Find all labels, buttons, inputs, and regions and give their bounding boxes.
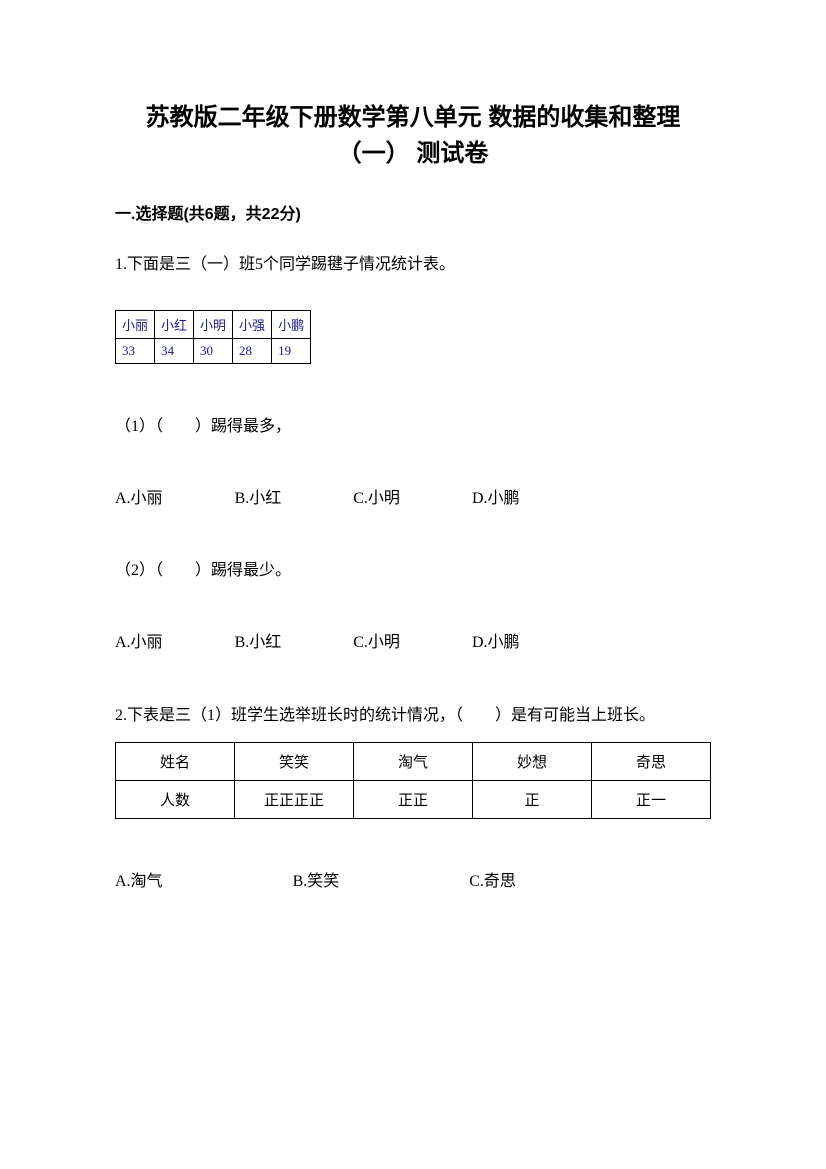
- q1-sub2-options: A.小丽 B.小红 C.小明 D.小鹏: [115, 628, 711, 652]
- q1-td-2: 30: [194, 338, 233, 363]
- q2-table-row1: 姓名 笑笑 淘气 妙想 奇思: [116, 742, 711, 780]
- q1-sub2: （2）（ ）踢得最少。: [115, 556, 711, 580]
- q2-r2c4: 正一: [592, 780, 711, 818]
- q2-r1c2: 淘气: [354, 742, 473, 780]
- q1-sub1-option-b: B.小红: [235, 484, 282, 508]
- q1-sub2-option-b: B.小红: [235, 628, 282, 652]
- title-line-2: （一） 测试卷: [338, 140, 489, 167]
- q2-intro: 2.下表是三（1）班学生选举班长时的统计情况，（ ）是有可能当上班长。: [115, 700, 711, 732]
- q1-th-0: 小丽: [116, 310, 155, 338]
- q1-sub1-option-d: D.小鹏: [472, 484, 520, 508]
- q1-intro: 1.下面是三（一）班5个同学踢毽子情况统计表。: [115, 252, 711, 278]
- q1-sub1-option-a: A.小丽: [115, 484, 163, 508]
- q1-th-4: 小鹏: [272, 310, 311, 338]
- q2-r1c1: 笑笑: [235, 742, 354, 780]
- q1-td-3: 28: [233, 338, 272, 363]
- q2-option-a: A.淘气: [115, 867, 163, 891]
- section-1-header: 一.选择题(共6题，共22分): [115, 200, 711, 224]
- q2-option-b: B.笑笑: [293, 867, 340, 891]
- q2-r1c4: 奇思: [592, 742, 711, 780]
- q2-options: A.淘气 B.笑笑 C.奇思: [115, 867, 711, 891]
- q2-r1c3: 妙想: [473, 742, 592, 780]
- q1-sub2-option-c: C.小明: [353, 628, 400, 652]
- q2-r2c3: 正: [473, 780, 592, 818]
- q2-r2c2: 正正: [354, 780, 473, 818]
- q2-table-row2: 人数 正正正正 正正 正 正一: [116, 780, 711, 818]
- q1-table: 小丽 小红 小明 小强 小鹏 33 34 30 28 19: [115, 310, 311, 364]
- q1-th-1: 小红: [155, 310, 194, 338]
- q2-r2c0: 人数: [116, 780, 235, 818]
- q2-r1c0: 姓名: [116, 742, 235, 780]
- q2-table: 姓名 笑笑 淘气 妙想 奇思 人数 正正正正 正正 正 正一: [115, 742, 711, 819]
- q1-table-data-row: 33 34 30 28 19: [116, 338, 311, 363]
- q2-option-c: C.奇思: [469, 867, 516, 891]
- q1-sub1: （1）（ ）踢得最多，: [115, 412, 711, 436]
- q1-sub1-options: A.小丽 B.小红 C.小明 D.小鹏: [115, 484, 711, 508]
- q1-sub2-option-d: D.小鹏: [472, 628, 520, 652]
- q1-th-2: 小明: [194, 310, 233, 338]
- q2-r2c1: 正正正正: [235, 780, 354, 818]
- q1-td-4: 19: [272, 338, 311, 363]
- q1-sub1-option-c: C.小明: [353, 484, 400, 508]
- page-title: 苏教版二年级下册数学第八单元 数据的收集和整理 （一） 测试卷: [115, 100, 711, 172]
- title-line-1: 苏教版二年级下册数学第八单元 数据的收集和整理: [146, 104, 681, 131]
- q1-table-header-row: 小丽 小红 小明 小强 小鹏: [116, 310, 311, 338]
- q1-td-1: 34: [155, 338, 194, 363]
- q1-sub2-option-a: A.小丽: [115, 628, 163, 652]
- q1-th-3: 小强: [233, 310, 272, 338]
- q1-td-0: 33: [116, 338, 155, 363]
